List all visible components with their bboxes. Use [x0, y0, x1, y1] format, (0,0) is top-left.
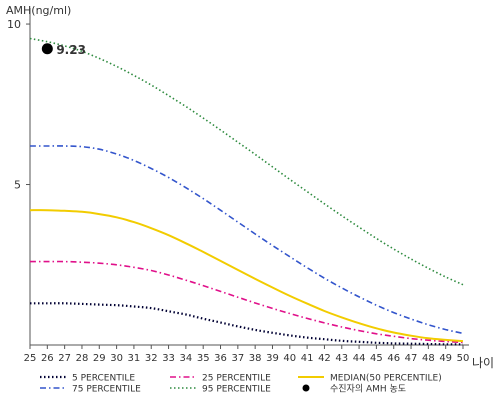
x-tick-label: 37 — [231, 353, 244, 364]
y-tick-label: 5 — [14, 179, 21, 192]
y-ticks: 5 10 — [7, 18, 30, 192]
x-tick-label: 43 — [335, 353, 348, 364]
patient-amh-point — [41, 43, 53, 55]
x-tick-label: 33 — [162, 353, 175, 364]
x-tick-label: 47 — [405, 353, 418, 364]
x-tick-label: 44 — [353, 353, 366, 364]
series-line-p5 — [29, 302, 463, 346]
x-ticks: 25 26 27 28 29 30 31 32 33 34 35 36 37 38 39 40 41 42 43 44… — [24, 345, 470, 364]
y-axis-label: AMH(ng/ml) — [6, 4, 71, 17]
legend-label-p50: MEDIAN(50 PERCENTILE) — [330, 374, 442, 384]
x-tick-label: 48 — [422, 353, 435, 364]
axes: AMH(ng/ml) 나이 — [6, 4, 494, 370]
x-tick-label: 36 — [214, 353, 227, 364]
series-layer — [29, 37, 464, 346]
x-tick-label: 29 — [93, 353, 106, 364]
legend-label-p25: 25 PERCENTILE — [202, 374, 271, 384]
series-line-p25 — [30, 260, 464, 344]
x-axis-label: 나이 — [472, 356, 494, 370]
x-tick-label: 46 — [387, 353, 400, 364]
x-tick-label: 42 — [318, 353, 331, 364]
series-line-p95 — [29, 37, 464, 286]
legend: 5 PERCENTILE 25 PERCENTILE MEDIAN(50 PERCE… — [40, 374, 442, 395]
legend-label-point: 수진자의 AMH 농도 — [330, 384, 406, 395]
series-line-p50 — [29, 209, 464, 343]
x-tick-label: 27 — [58, 353, 71, 364]
x-tick-label: 41 — [301, 353, 314, 364]
legend-label-p75: 75 PERCENTILE — [72, 385, 141, 395]
x-tick-label: 28 — [76, 353, 89, 364]
x-tick-label: 40 — [283, 353, 296, 364]
point-layer: 9.23 — [41, 43, 86, 57]
legend-label-p5: 5 PERCENTILE — [72, 374, 135, 384]
x-tick-label: 50 — [457, 353, 470, 364]
x-tick-label: 32 — [145, 353, 158, 364]
y-tick-label: 10 — [7, 18, 21, 31]
x-tick-label: 39 — [266, 353, 279, 364]
legend-label-p95: 95 PERCENTILE — [202, 385, 271, 395]
x-tick-label: 25 — [24, 353, 37, 364]
x-tick-label: 30 — [110, 353, 123, 364]
x-tick-label: 26 — [41, 353, 54, 364]
x-tick-label: 35 — [197, 353, 210, 364]
x-tick-label: 34 — [180, 353, 193, 364]
x-tick-label: 49 — [439, 353, 452, 364]
x-tick-label: 38 — [249, 353, 262, 364]
legend-swatch-point — [302, 384, 310, 392]
x-tick-label: 45 — [370, 353, 383, 364]
x-tick-label: 31 — [128, 353, 141, 364]
patient-amh-value-label: 9.23 — [56, 43, 86, 57]
series-line-p75 — [30, 145, 464, 335]
